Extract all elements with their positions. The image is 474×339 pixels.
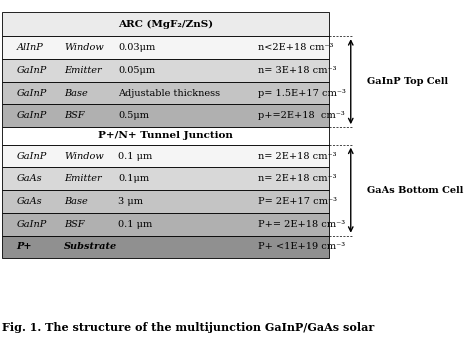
Bar bbox=[2, 36, 329, 59]
Text: n<2E+18 cm⁻³: n<2E+18 cm⁻³ bbox=[258, 43, 334, 52]
Text: GaInP: GaInP bbox=[17, 66, 47, 75]
Bar bbox=[2, 145, 329, 167]
Text: GaInP: GaInP bbox=[17, 220, 47, 229]
Text: 0.5μm: 0.5μm bbox=[118, 111, 149, 120]
Text: BSF: BSF bbox=[64, 220, 84, 229]
Bar bbox=[2, 236, 329, 258]
Text: Emitter: Emitter bbox=[64, 174, 101, 183]
Text: 0.1 μm: 0.1 μm bbox=[118, 152, 153, 161]
Text: Adjustable thickness: Adjustable thickness bbox=[118, 88, 220, 98]
Text: 0.05μm: 0.05μm bbox=[118, 66, 155, 75]
Text: 3 μm: 3 μm bbox=[118, 197, 144, 206]
Text: 0.1μm: 0.1μm bbox=[118, 174, 150, 183]
Text: P+: P+ bbox=[17, 242, 32, 251]
Text: GaAs: GaAs bbox=[17, 174, 42, 183]
Text: P= 2E+17 cm⁻³: P= 2E+17 cm⁻³ bbox=[258, 197, 337, 206]
Text: n= 2E+18 cm⁻³: n= 2E+18 cm⁻³ bbox=[258, 152, 337, 161]
Text: GaInP: GaInP bbox=[17, 152, 47, 161]
Bar bbox=[2, 104, 329, 127]
Text: Fig. 1. The structure of the multijunction GaInP/GaAs solar: Fig. 1. The structure of the multijuncti… bbox=[2, 322, 374, 333]
Bar bbox=[2, 127, 329, 145]
Text: GaInP Top Cell: GaInP Top Cell bbox=[367, 77, 448, 86]
Text: 0.03μm: 0.03μm bbox=[118, 43, 156, 52]
Bar bbox=[2, 12, 329, 36]
Text: Window: Window bbox=[64, 43, 104, 52]
Bar bbox=[2, 213, 329, 236]
Text: GaInP: GaInP bbox=[17, 88, 47, 98]
Text: GaInP: GaInP bbox=[17, 111, 47, 120]
Text: Window: Window bbox=[64, 152, 104, 161]
Text: n= 3E+18 cm⁻³: n= 3E+18 cm⁻³ bbox=[258, 66, 337, 75]
Bar bbox=[2, 190, 329, 213]
Text: 0.1 μm: 0.1 μm bbox=[118, 220, 153, 229]
Text: BSF: BSF bbox=[64, 111, 84, 120]
Text: p= 1.5E+17 cm⁻³: p= 1.5E+17 cm⁻³ bbox=[258, 88, 346, 98]
Text: ARC (MgF₂/ZnS): ARC (MgF₂/ZnS) bbox=[118, 20, 213, 28]
Text: Emitter: Emitter bbox=[64, 66, 101, 75]
Text: GaAs: GaAs bbox=[17, 197, 42, 206]
Bar bbox=[2, 167, 329, 190]
Text: p+=2E+18  cm⁻³: p+=2E+18 cm⁻³ bbox=[258, 111, 345, 120]
Text: Base: Base bbox=[64, 88, 88, 98]
Text: AlInP: AlInP bbox=[17, 43, 43, 52]
Text: n= 2E+18 cm⁻³: n= 2E+18 cm⁻³ bbox=[258, 174, 337, 183]
Text: Substrate: Substrate bbox=[64, 242, 117, 251]
Text: P+= 2E+18 cm⁻³: P+= 2E+18 cm⁻³ bbox=[258, 220, 346, 229]
Text: P+/N+ Tunnel Junction: P+/N+ Tunnel Junction bbox=[99, 132, 233, 140]
Bar bbox=[2, 82, 329, 104]
Text: Base: Base bbox=[64, 197, 88, 206]
Text: P+ <1E+19 cm⁻³: P+ <1E+19 cm⁻³ bbox=[258, 242, 346, 251]
Text: GaAs Bottom Cell: GaAs Bottom Cell bbox=[367, 186, 464, 195]
Bar bbox=[2, 59, 329, 82]
